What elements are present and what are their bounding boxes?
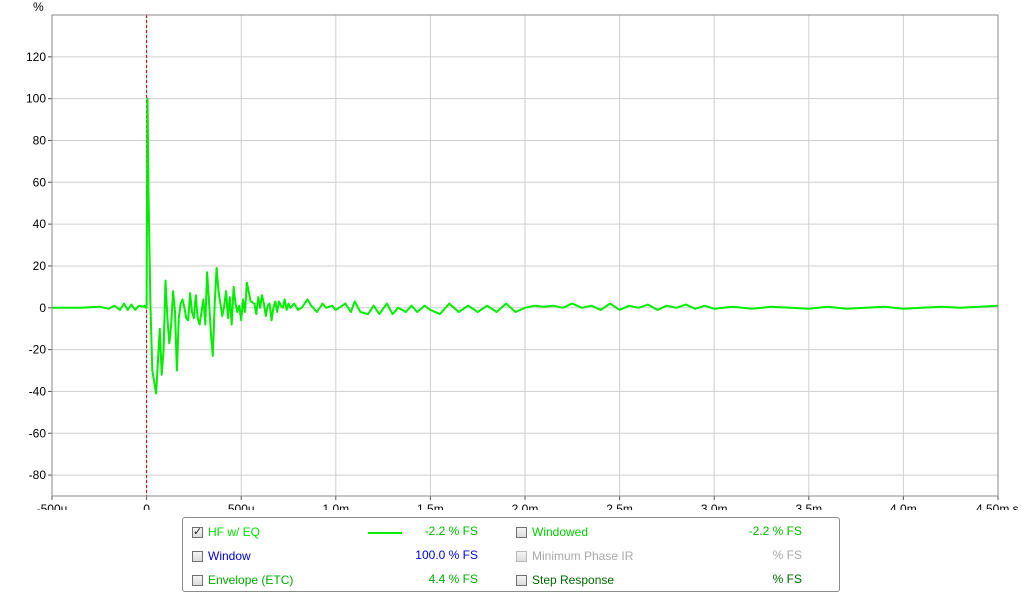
legend-checkbox-step-response[interactable] (516, 574, 527, 586)
legend-checkbox-windowed[interactable] (516, 526, 527, 538)
y-tick-label: -40 (29, 384, 47, 398)
legend-swatch-hf-w-eq (368, 532, 402, 534)
legend-item-step-response[interactable]: Step Response (516, 572, 614, 588)
x-tick-label: 4.0m (890, 502, 917, 510)
legend-checkbox-hf-w-eq[interactable] (192, 525, 203, 538)
x-tick-label: 3.5m (795, 502, 822, 510)
legend-panel: HF w/ EQ -2.2 % FS Window 100.0 % FS Env… (182, 517, 840, 592)
legend-value-minimum-phase-ir: % FS (772, 548, 802, 562)
legend-value-hf-w-eq: -2.2 % FS (424, 524, 478, 538)
y-tick-label: 100 (26, 92, 46, 106)
legend-value-step-response: % FS (772, 572, 802, 586)
y-tick-label: 0 (39, 301, 46, 315)
legend-checkbox-window[interactable] (192, 550, 203, 562)
y-tick-label: 120 (26, 50, 46, 64)
legend-label-envelope: Envelope (ETC) (208, 573, 294, 587)
y-tick-label: 80 (33, 133, 47, 147)
x-tick-label: 1.5m (417, 502, 444, 510)
legend-item-minimum-phase-ir: Minimum Phase IR (516, 548, 633, 564)
x-tick-label: 0 (143, 502, 150, 510)
x-tick-label: 2.5m (606, 502, 633, 510)
legend-label-minimum-phase-ir: Minimum Phase IR (532, 549, 634, 563)
impulse-response-chart: -500u 0 500u 1.0m 1.5m 2.0m 2.5m 3.0m 3.5m 4.0m 4.… (26, 0, 1019, 510)
x-tick-label: 500u (228, 502, 255, 510)
series-line-hf-w-eq (52, 97, 999, 395)
legend-value-window: 100.0 % FS (415, 548, 478, 562)
legend-value-windowed: -2.2 % FS (748, 524, 802, 538)
x-tick-label: -500u (37, 502, 68, 510)
legend-item-envelope[interactable]: Envelope (ETC) (192, 572, 293, 588)
y-axis-label: % (33, 0, 44, 14)
y-tick-label: 40 (33, 217, 47, 231)
legend-label-window: Window (208, 549, 251, 563)
legend-item-window[interactable]: Window (192, 548, 251, 564)
y-tick-label: 60 (33, 175, 47, 189)
y-tick-label: -20 (29, 343, 47, 357)
y-tick-label: -60 (29, 426, 47, 440)
legend-checkbox-minimum-phase-ir (516, 550, 527, 562)
legend-label-hf-w-eq: HF w/ EQ (208, 525, 261, 539)
x-tick-label: 4.50m s (976, 502, 1019, 510)
legend-label-windowed: Windowed (532, 525, 589, 539)
x-tick-label: 3.0m (701, 502, 728, 510)
plot-border (51, 14, 999, 497)
y-tick-label: -80 (29, 468, 47, 482)
legend-checkbox-envelope[interactable] (192, 574, 203, 586)
legend-item-hf-w-eq[interactable]: HF w/ EQ (192, 524, 260, 540)
legend-item-windowed[interactable]: Windowed (516, 524, 588, 540)
x-tick-label: 1.0m (322, 502, 349, 510)
y-tick-label: 20 (33, 259, 47, 273)
legend-value-envelope: 4.4 % FS (428, 572, 478, 586)
legend-label-step-response: Step Response (532, 573, 615, 587)
x-tick-label: 2.0m (512, 502, 539, 510)
